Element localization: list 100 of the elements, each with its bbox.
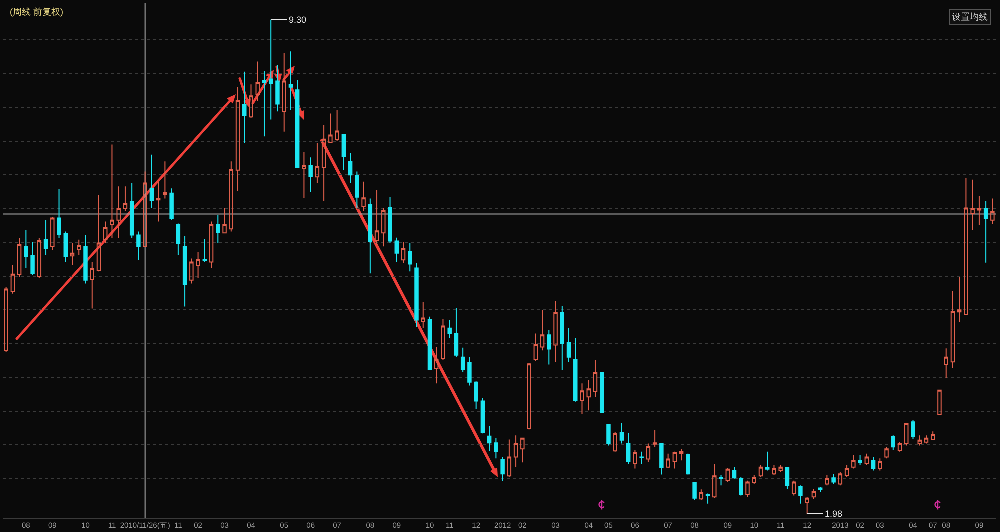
candlestick: [421, 302, 426, 329]
candlestick: [454, 308, 459, 358]
candlestick: [209, 221, 214, 269]
candlestick: [792, 480, 796, 496]
candlestick: [699, 489, 704, 501]
candlestick: [891, 435, 896, 451]
candlestick: [686, 453, 690, 476]
candlestick: [348, 153, 353, 184]
candlestick: [150, 154, 154, 209]
candlestick: [898, 442, 902, 452]
candlestick: [911, 420, 916, 440]
candlestick: [190, 258, 194, 284]
candlestick: [57, 188, 62, 240]
candlestick: [964, 178, 968, 316]
candlestick: [17, 238, 22, 278]
candlestick: [236, 86, 240, 192]
candlestick: [10, 265, 16, 294]
candlestick: [540, 310, 545, 352]
candlestick: [110, 144, 114, 240]
candlestick: [414, 263, 419, 328]
candlestick: [176, 223, 181, 256]
candlestick: [143, 171, 148, 248]
candlestick: [520, 438, 525, 464]
candlestick: [838, 472, 843, 486]
candlestick: [626, 432, 631, 464]
candlestick: [878, 458, 882, 472]
candlestick: [282, 52, 286, 132]
candlestick: [288, 51, 294, 111]
candlestick: [434, 346, 439, 384]
candlestick: [957, 276, 962, 323]
candlestick: [640, 451, 644, 464]
candlestick: [712, 464, 717, 499]
candlestick: [355, 171, 360, 209]
candlestick: [136, 231, 141, 261]
candlestick: [593, 360, 598, 398]
candlestick: [560, 306, 565, 371]
candlestick: [4, 286, 8, 352]
candlestick: [765, 451, 770, 472]
candlestick: [474, 381, 478, 410]
candlestick: [249, 84, 254, 119]
candlestick: [123, 186, 128, 212]
candlestick: [950, 290, 956, 369]
candlestick: [852, 454, 856, 470]
candlestick: [613, 432, 618, 452]
candlestick: [50, 216, 55, 251]
candlestick: [374, 189, 380, 246]
candlestick: [970, 179, 975, 231]
annotation: 1.98: [825, 509, 843, 519]
candlestick: [77, 239, 82, 256]
candlestick: [924, 435, 929, 444]
candlestick: [170, 188, 174, 221]
candlestick: [64, 231, 68, 263]
candlestick: [24, 230, 28, 269]
candlestick: [871, 456, 876, 472]
annotation: 9.30: [289, 15, 307, 25]
candlestick: [832, 474, 836, 485]
candlestick: [480, 398, 486, 434]
candlestick: [726, 468, 730, 483]
candlestick: [368, 198, 373, 274]
candlestick: [984, 200, 988, 264]
candlestick: [322, 124, 326, 202]
candlestick: [182, 236, 188, 308]
candlestick: [202, 238, 208, 263]
candlestick: [990, 198, 995, 225]
candlestick: [362, 181, 366, 212]
candlestick: [904, 423, 909, 446]
candlestick: [163, 161, 168, 200]
candlestick: [818, 486, 823, 493]
candlestick: [600, 372, 604, 414]
candlestick: [388, 196, 392, 244]
candlestick: [302, 152, 306, 199]
candlestick: [487, 426, 492, 452]
candlestick: [130, 182, 134, 240]
candlestick: [216, 214, 220, 244]
candlestick: [930, 431, 936, 441]
candlestick: [746, 480, 750, 498]
candlestick: [448, 320, 452, 339]
candlestick: [672, 451, 678, 470]
candlestick: [918, 435, 922, 446]
candlestick: [229, 161, 234, 232]
candlestick: [116, 186, 121, 240]
candlestick: [335, 110, 340, 142]
candlestick: [295, 79, 300, 169]
candlestick: [394, 237, 400, 263]
candlestick: [222, 208, 227, 234]
candlestick: [96, 194, 102, 272]
annotation: 设置均线: [952, 12, 988, 22]
candlestick: [408, 242, 412, 272]
candlestick: [428, 316, 432, 371]
candlestick: [778, 464, 783, 473]
candlestick: [196, 252, 200, 279]
candlestick: [70, 242, 75, 266]
candlestick: [944, 348, 948, 379]
candlestick: [401, 241, 406, 264]
candlestick: [706, 493, 710, 504]
candlestick: [382, 208, 386, 248]
candlestick: [620, 423, 624, 444]
candlestick: [646, 443, 651, 462]
candlestick: [798, 485, 803, 504]
candlestick: [308, 157, 313, 192]
